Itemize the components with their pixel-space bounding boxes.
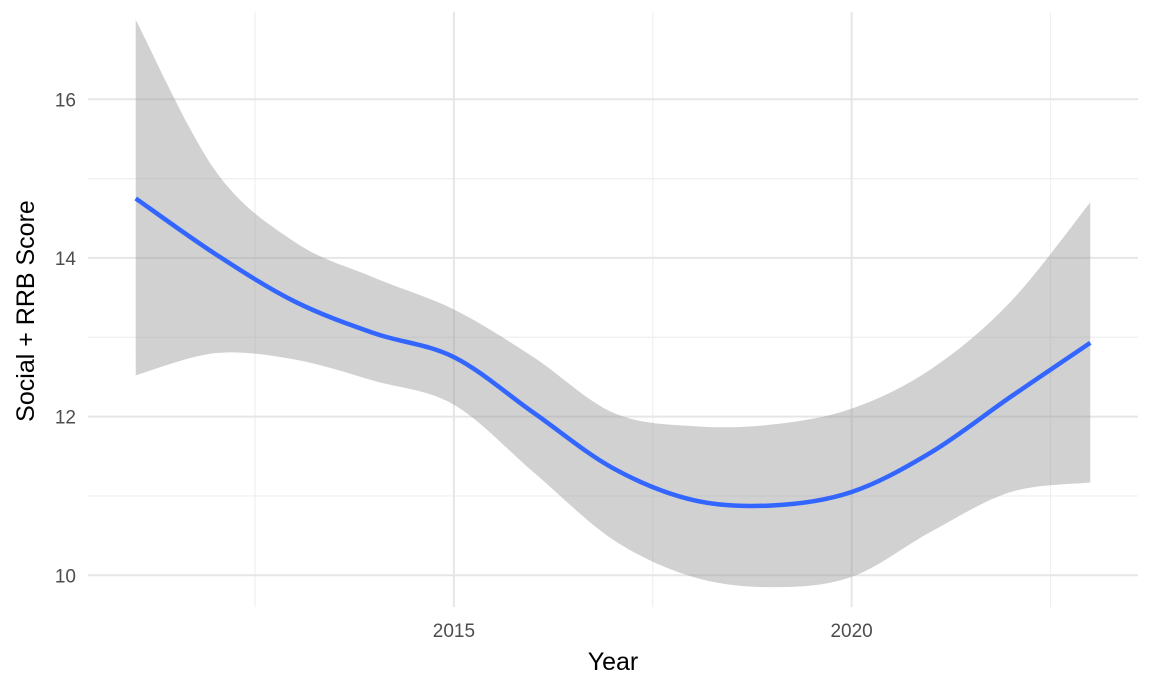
y-tick-label: 12 (55, 408, 76, 429)
major-gridlines (88, 12, 1138, 607)
x-axis-title: Year (588, 648, 639, 676)
x-tick-label: 2020 (830, 621, 872, 642)
smooth-trend-line (134, 196, 1092, 509)
y-tick-label: 16 (55, 90, 76, 111)
y-axis-title: Social + RRB Score (12, 200, 40, 422)
x-axis-tick-labels: 2015 2020 (433, 621, 873, 642)
confidence-band-layer (135, 19, 1091, 588)
y-axis-tick-labels: 10 12 14 16 (55, 90, 77, 587)
minor-gridlines (88, 12, 1138, 607)
confidence-band (135, 19, 1091, 588)
y-tick-label: 10 (55, 566, 76, 587)
x-tick-label: 2015 (433, 621, 475, 642)
y-tick-label: 14 (55, 249, 77, 270)
trend-line-layer (134, 196, 1092, 509)
